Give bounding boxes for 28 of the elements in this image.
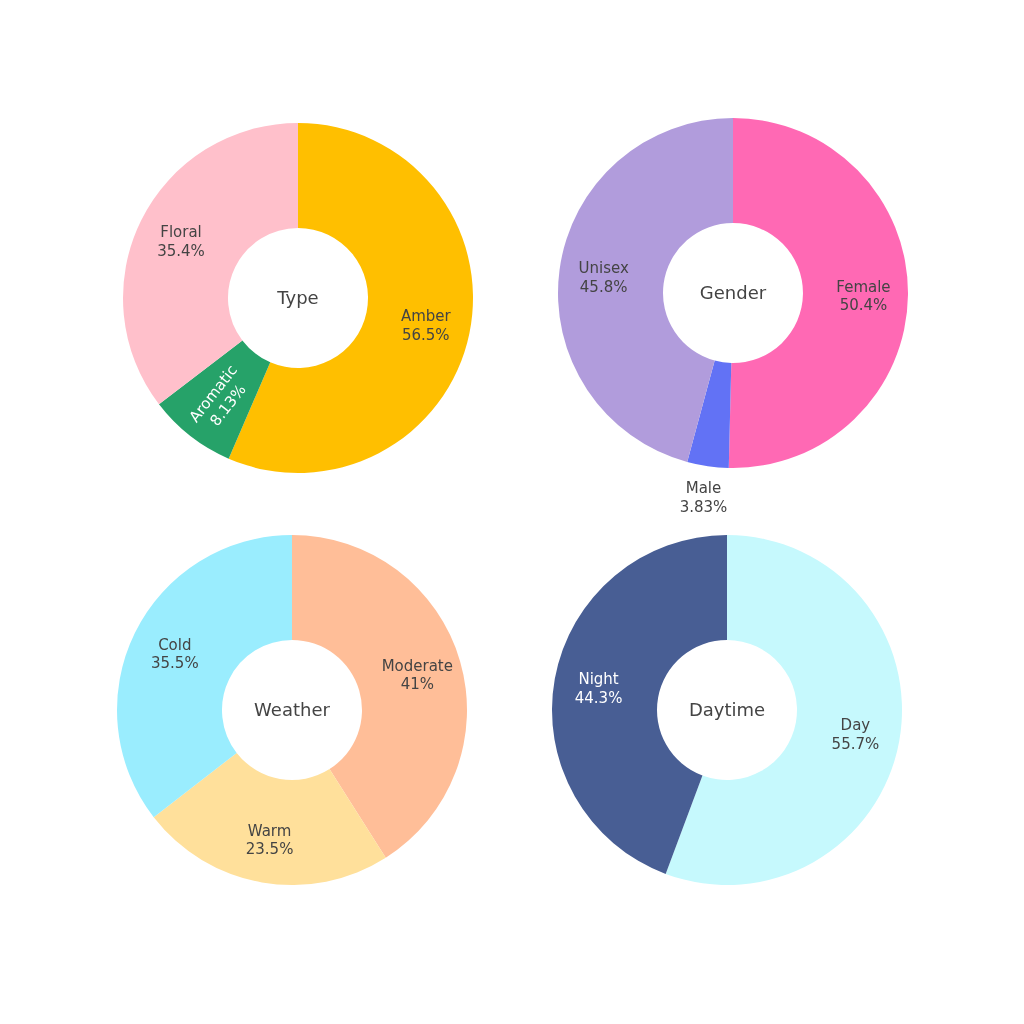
text: Daytime — [688, 699, 766, 721]
slice-label: Night — [578, 669, 619, 688]
slice-label: Male — [685, 478, 722, 497]
data-label: 41% — [400, 675, 434, 694]
text: Weather — [254, 699, 331, 721]
text: Gender — [699, 282, 767, 304]
data-label: 23.5% — [245, 840, 294, 859]
data-label: 35.5% — [150, 654, 199, 673]
data-label: 45.8% — [579, 277, 628, 296]
donut-slice — [687, 360, 732, 468]
slice-label: Day — [840, 716, 871, 735]
slice-label: Amber — [400, 307, 452, 326]
data-label: 50.4% — [839, 296, 888, 315]
data-label: 3.83% — [679, 497, 728, 516]
data-label: 35.4% — [157, 241, 205, 260]
text: Type — [276, 287, 319, 309]
slice-label: Floral — [160, 223, 202, 242]
slice-label: Warm — [247, 821, 292, 840]
slice-label: Cold — [158, 635, 192, 654]
slice-label: Moderate — [381, 656, 453, 675]
slice-label: Unisex — [578, 258, 629, 277]
data-label: 55.7% — [831, 734, 880, 753]
donut-slice — [158, 340, 271, 459]
data-label: 56.5% — [401, 326, 450, 345]
slice-label: Female — [836, 277, 891, 296]
data-label: 44.3% — [574, 688, 623, 707]
donut-slice — [153, 752, 386, 885]
donut-slice — [665, 535, 902, 885]
